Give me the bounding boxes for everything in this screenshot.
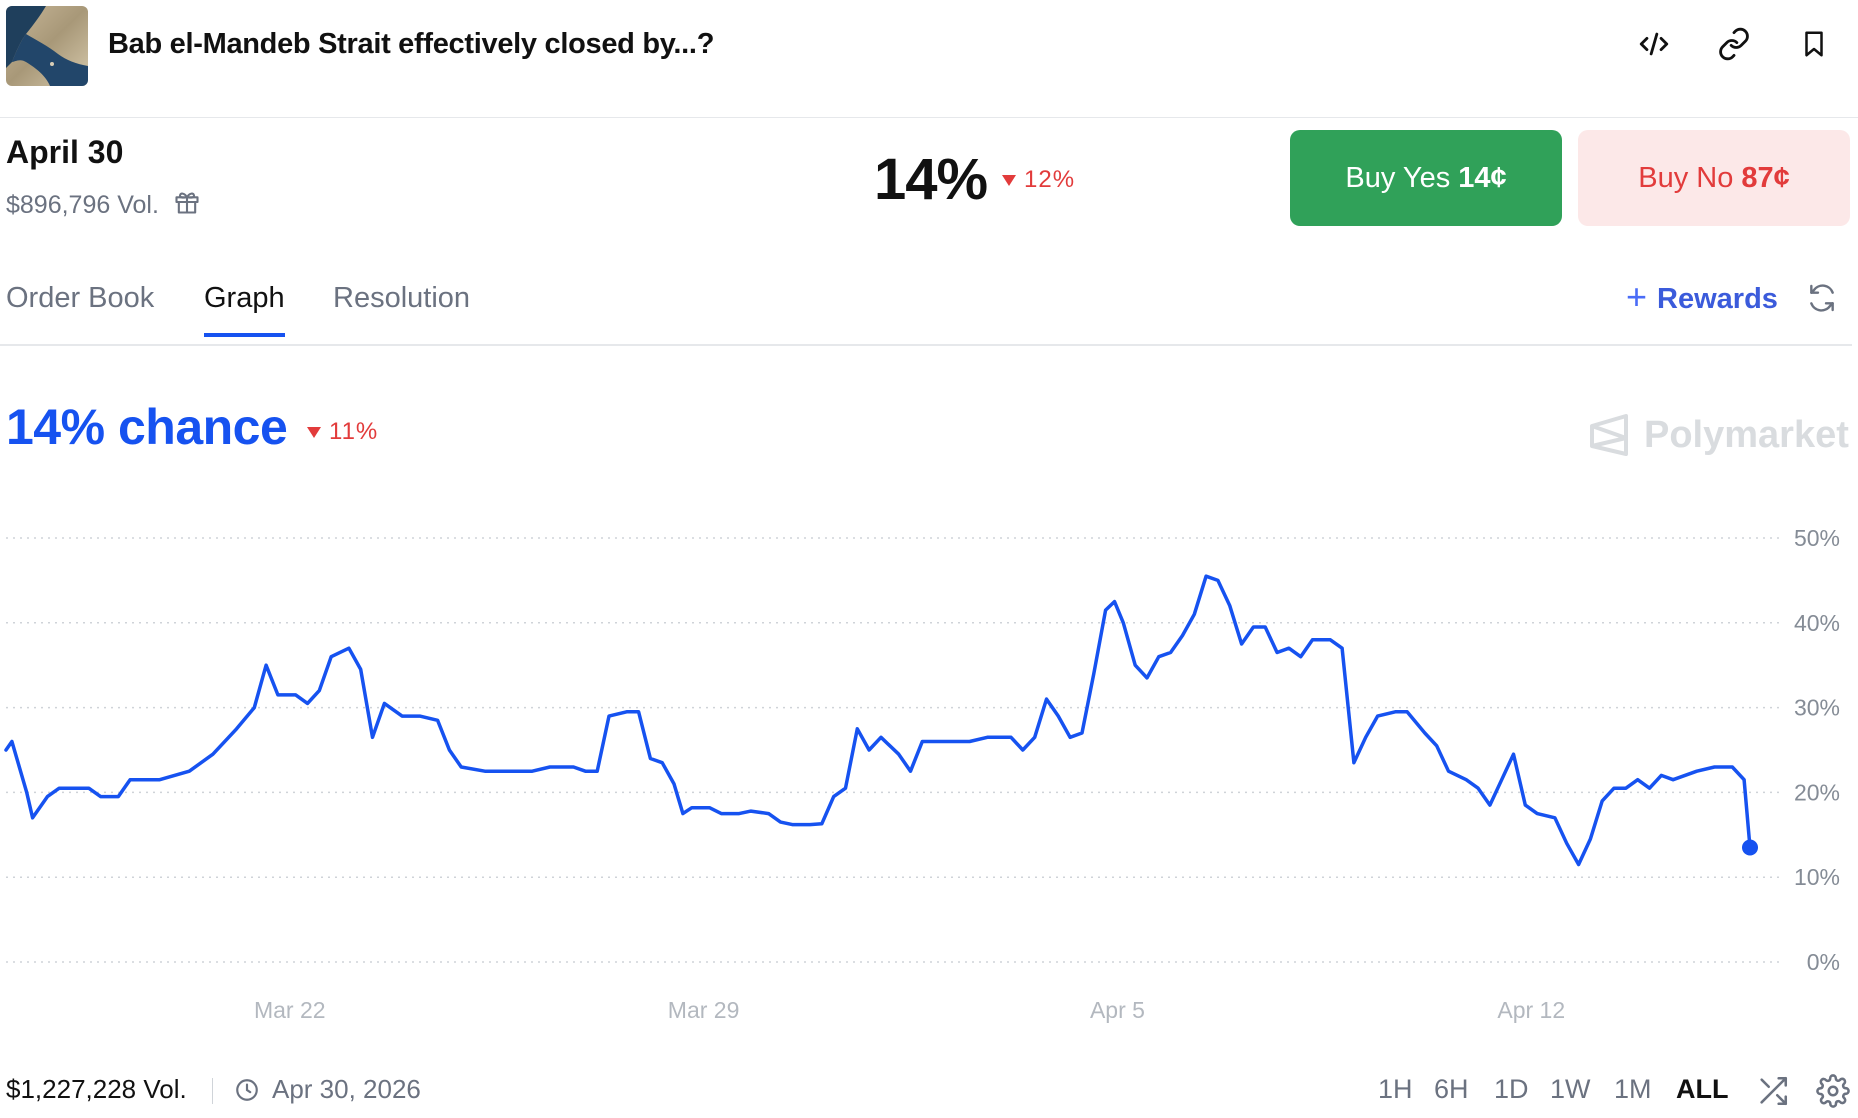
chart-footer: $1,227,228 Vol. Apr 30, 2026 1H 6H 1D 1W… bbox=[0, 1070, 1858, 1118]
plus-icon: + bbox=[1626, 276, 1648, 317]
price-chart[interactable]: 0% 10% 20% 30% 40% 50% Mar 22 Mar 29 Apr 5 Apr 12 bbox=[0, 500, 1858, 1040]
link-icon[interactable] bbox=[1716, 26, 1752, 62]
down-triangle-icon bbox=[1002, 174, 1016, 186]
chance-change-value: 11% bbox=[329, 418, 379, 445]
market-probability: 14% bbox=[874, 147, 988, 212]
bookmark-icon[interactable] bbox=[1796, 26, 1832, 62]
y-tick-label: 40% bbox=[1794, 610, 1840, 636]
x-tick-label: Mar 22 bbox=[254, 997, 326, 1023]
embed-code-icon[interactable] bbox=[1636, 26, 1672, 62]
down-triangle-icon bbox=[307, 426, 321, 438]
y-tick-label: 50% bbox=[1794, 525, 1840, 551]
y-tick-label: 0% bbox=[1807, 949, 1840, 975]
shuffle-icon[interactable] bbox=[1756, 1074, 1792, 1110]
footer-divider bbox=[212, 1078, 213, 1104]
chance-change: 11% bbox=[307, 418, 378, 446]
range-6h[interactable]: 6H bbox=[1434, 1074, 1469, 1104]
range-1m[interactable]: 1M bbox=[1614, 1074, 1652, 1104]
settings-gear-icon[interactable] bbox=[1816, 1074, 1852, 1110]
buy-no-price: 87¢ bbox=[1741, 161, 1790, 194]
polymarket-watermark: Polymarket bbox=[1588, 412, 1849, 458]
end-date-text: Apr 30, 2026 bbox=[272, 1074, 421, 1104]
refresh-icon[interactable] bbox=[1806, 282, 1842, 318]
market-tabs: Order Book Graph Resolution + Rewards bbox=[0, 270, 1852, 346]
buy-yes-button[interactable]: Buy Yes 14¢ bbox=[1290, 130, 1562, 226]
clock-icon bbox=[236, 1078, 258, 1101]
y-tick-label: 30% bbox=[1794, 695, 1840, 721]
rewards-button[interactable]: + Rewards bbox=[1626, 276, 1778, 318]
x-tick-label: Mar 29 bbox=[668, 997, 740, 1023]
buy-yes-price: 14¢ bbox=[1458, 161, 1507, 194]
x-tick-label: Apr 12 bbox=[1497, 997, 1565, 1023]
end-date: Apr 30, 2026 bbox=[234, 1074, 421, 1105]
gift-icon[interactable] bbox=[173, 188, 201, 223]
buy-no-label: Buy No bbox=[1638, 161, 1734, 194]
market-date: April 30 bbox=[6, 134, 124, 170]
rewards-label: Rewards bbox=[1657, 282, 1778, 315]
tab-graph[interactable]: Graph bbox=[204, 282, 285, 337]
x-tick-label: Apr 5 bbox=[1090, 997, 1145, 1023]
polymarket-logo-icon bbox=[1590, 414, 1628, 456]
tab-resolution[interactable]: Resolution bbox=[333, 282, 471, 314]
range-all[interactable]: ALL bbox=[1676, 1074, 1729, 1104]
y-tick-label: 10% bbox=[1794, 864, 1840, 890]
market-change: 12% bbox=[1002, 166, 1075, 194]
range-1h[interactable]: 1H bbox=[1378, 1074, 1413, 1104]
buy-no-button[interactable]: Buy No 87¢ bbox=[1578, 130, 1850, 226]
range-1d[interactable]: 1D bbox=[1494, 1074, 1529, 1104]
chance-label: 14% chance bbox=[6, 399, 288, 455]
market-volume: $896,796 Vol. bbox=[6, 188, 201, 223]
market-change-value: 12% bbox=[1024, 166, 1076, 193]
current-point bbox=[1742, 839, 1758, 856]
series-line bbox=[4, 574, 1752, 867]
market-title: Bab el-Mandeb Strait effectively closed … bbox=[108, 28, 715, 60]
watermark-text: Polymarket bbox=[1644, 413, 1849, 456]
market-volume-text: $896,796 Vol. bbox=[6, 191, 159, 219]
total-volume: $1,227,228 Vol. bbox=[6, 1074, 187, 1104]
market-header: Bab el-Mandeb Strait effectively closed … bbox=[0, 0, 1858, 118]
market-thumbnail bbox=[6, 6, 88, 86]
y-tick-label: 20% bbox=[1794, 779, 1840, 805]
buy-yes-label: Buy Yes bbox=[1345, 161, 1451, 194]
range-1w[interactable]: 1W bbox=[1550, 1074, 1591, 1104]
tab-order-book[interactable]: Order Book bbox=[6, 282, 155, 314]
